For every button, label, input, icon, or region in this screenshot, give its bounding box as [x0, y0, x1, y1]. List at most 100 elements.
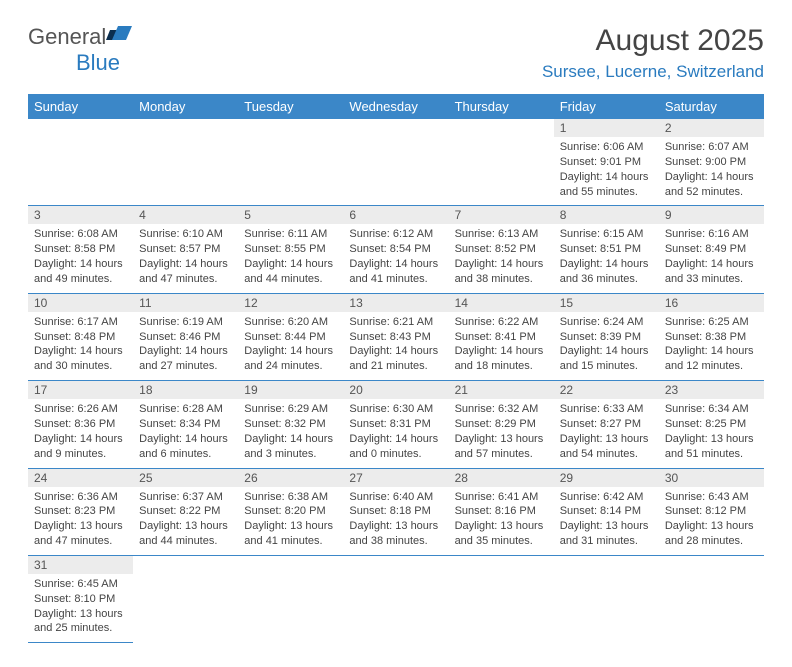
- calendar-week-row: 10Sunrise: 6:17 AMSunset: 8:48 PMDayligh…: [28, 293, 764, 380]
- daylight-text: Daylight: 14 hours and 55 minutes.: [560, 170, 653, 200]
- day-number: 13: [343, 294, 448, 312]
- calendar-empty-cell: [554, 555, 659, 642]
- sunrise-text: Sunrise: 6:06 AM: [560, 140, 653, 155]
- daylight-text: Daylight: 14 hours and 47 minutes.: [139, 257, 232, 287]
- weekday-header: Wednesday: [343, 94, 448, 119]
- sunset-text: Sunset: 8:58 PM: [34, 242, 127, 257]
- day-number: 23: [659, 381, 764, 399]
- calendar-empty-cell: [238, 119, 343, 206]
- day-data: Sunrise: 6:07 AMSunset: 9:00 PMDaylight:…: [659, 137, 764, 205]
- calendar-empty-cell: [238, 555, 343, 642]
- sunrise-text: Sunrise: 6:40 AM: [349, 490, 442, 505]
- daylight-text: Daylight: 14 hours and 21 minutes.: [349, 344, 442, 374]
- daylight-text: Daylight: 13 hours and 54 minutes.: [560, 432, 653, 462]
- sunrise-text: Sunrise: 6:12 AM: [349, 227, 442, 242]
- brand-flag-icon: [106, 24, 132, 50]
- calendar-week-row: 24Sunrise: 6:36 AMSunset: 8:23 PMDayligh…: [28, 468, 764, 555]
- sunset-text: Sunset: 8:27 PM: [560, 417, 653, 432]
- daylight-text: Daylight: 14 hours and 12 minutes.: [665, 344, 758, 374]
- daylight-text: Daylight: 14 hours and 38 minutes.: [455, 257, 548, 287]
- calendar-empty-cell: [28, 119, 133, 206]
- daylight-text: Daylight: 13 hours and 28 minutes.: [665, 519, 758, 549]
- sunset-text: Sunset: 8:46 PM: [139, 330, 232, 345]
- day-number: 22: [554, 381, 659, 399]
- calendar-empty-cell: [133, 555, 238, 642]
- sunrise-text: Sunrise: 6:13 AM: [455, 227, 548, 242]
- calendar-day-cell: 2Sunrise: 6:07 AMSunset: 9:00 PMDaylight…: [659, 119, 764, 206]
- sunrise-text: Sunrise: 6:20 AM: [244, 315, 337, 330]
- calendar-week-row: 17Sunrise: 6:26 AMSunset: 8:36 PMDayligh…: [28, 381, 764, 468]
- sunset-text: Sunset: 8:52 PM: [455, 242, 548, 257]
- calendar-day-cell: 13Sunrise: 6:21 AMSunset: 8:43 PMDayligh…: [343, 293, 448, 380]
- day-data: Sunrise: 6:45 AMSunset: 8:10 PMDaylight:…: [28, 574, 133, 642]
- day-data: Sunrise: 6:38 AMSunset: 8:20 PMDaylight:…: [238, 487, 343, 555]
- day-number: 27: [343, 469, 448, 487]
- day-data: Sunrise: 6:16 AMSunset: 8:49 PMDaylight:…: [659, 224, 764, 292]
- sunset-text: Sunset: 8:43 PM: [349, 330, 442, 345]
- calendar-week-row: 1Sunrise: 6:06 AMSunset: 9:01 PMDaylight…: [28, 119, 764, 206]
- day-number: 30: [659, 469, 764, 487]
- sunset-text: Sunset: 8:51 PM: [560, 242, 653, 257]
- sunset-text: Sunset: 8:25 PM: [665, 417, 758, 432]
- sunset-text: Sunset: 8:54 PM: [349, 242, 442, 257]
- sunrise-text: Sunrise: 6:24 AM: [560, 315, 653, 330]
- calendar-empty-cell: [133, 119, 238, 206]
- daylight-text: Daylight: 13 hours and 47 minutes.: [34, 519, 127, 549]
- sunrise-text: Sunrise: 6:17 AM: [34, 315, 127, 330]
- sunset-text: Sunset: 9:01 PM: [560, 155, 653, 170]
- sunrise-text: Sunrise: 6:10 AM: [139, 227, 232, 242]
- day-data: Sunrise: 6:29 AMSunset: 8:32 PMDaylight:…: [238, 399, 343, 467]
- sunrise-text: Sunrise: 6:45 AM: [34, 577, 127, 592]
- sunrise-text: Sunrise: 6:08 AM: [34, 227, 127, 242]
- brand-name: General Blue: [28, 24, 132, 76]
- sunrise-text: Sunrise: 6:42 AM: [560, 490, 653, 505]
- day-number: 16: [659, 294, 764, 312]
- calendar-day-cell: 14Sunrise: 6:22 AMSunset: 8:41 PMDayligh…: [449, 293, 554, 380]
- sunrise-text: Sunrise: 6:22 AM: [455, 315, 548, 330]
- day-number: 25: [133, 469, 238, 487]
- daylight-text: Daylight: 14 hours and 6 minutes.: [139, 432, 232, 462]
- brand-name-part1: General: [28, 24, 106, 49]
- day-number: 11: [133, 294, 238, 312]
- calendar-day-cell: 7Sunrise: 6:13 AMSunset: 8:52 PMDaylight…: [449, 206, 554, 293]
- calendar-body: 1Sunrise: 6:06 AMSunset: 9:01 PMDaylight…: [28, 119, 764, 643]
- calendar-week-row: 3Sunrise: 6:08 AMSunset: 8:58 PMDaylight…: [28, 206, 764, 293]
- day-number: 10: [28, 294, 133, 312]
- sunrise-text: Sunrise: 6:19 AM: [139, 315, 232, 330]
- calendar-day-cell: 8Sunrise: 6:15 AMSunset: 8:51 PMDaylight…: [554, 206, 659, 293]
- header: General Blue August 2025 Sursee, Lucerne…: [28, 24, 764, 84]
- day-number: 6: [343, 206, 448, 224]
- sunset-text: Sunset: 8:14 PM: [560, 504, 653, 519]
- calendar-day-cell: 9Sunrise: 6:16 AMSunset: 8:49 PMDaylight…: [659, 206, 764, 293]
- daylight-text: Daylight: 13 hours and 31 minutes.: [560, 519, 653, 549]
- daylight-text: Daylight: 14 hours and 3 minutes.: [244, 432, 337, 462]
- daylight-text: Daylight: 13 hours and 44 minutes.: [139, 519, 232, 549]
- calendar-day-cell: 16Sunrise: 6:25 AMSunset: 8:38 PMDayligh…: [659, 293, 764, 380]
- day-number: 19: [238, 381, 343, 399]
- daylight-text: Daylight: 14 hours and 30 minutes.: [34, 344, 127, 374]
- sunset-text: Sunset: 8:18 PM: [349, 504, 442, 519]
- sunrise-text: Sunrise: 6:30 AM: [349, 402, 442, 417]
- sunrise-text: Sunrise: 6:28 AM: [139, 402, 232, 417]
- weekday-header: Sunday: [28, 94, 133, 119]
- sunrise-text: Sunrise: 6:43 AM: [665, 490, 758, 505]
- daylight-text: Daylight: 14 hours and 49 minutes.: [34, 257, 127, 287]
- day-number: 20: [343, 381, 448, 399]
- day-number: 1: [554, 119, 659, 137]
- day-data: Sunrise: 6:06 AMSunset: 9:01 PMDaylight:…: [554, 137, 659, 205]
- sunset-text: Sunset: 8:55 PM: [244, 242, 337, 257]
- sunrise-text: Sunrise: 6:32 AM: [455, 402, 548, 417]
- daylight-text: Daylight: 13 hours and 41 minutes.: [244, 519, 337, 549]
- calendar-day-cell: 12Sunrise: 6:20 AMSunset: 8:44 PMDayligh…: [238, 293, 343, 380]
- daylight-text: Daylight: 13 hours and 35 minutes.: [455, 519, 548, 549]
- daylight-text: Daylight: 13 hours and 51 minutes.: [665, 432, 758, 462]
- calendar-day-cell: 3Sunrise: 6:08 AMSunset: 8:58 PMDaylight…: [28, 206, 133, 293]
- day-number: 24: [28, 469, 133, 487]
- day-data: Sunrise: 6:10 AMSunset: 8:57 PMDaylight:…: [133, 224, 238, 292]
- sunrise-text: Sunrise: 6:34 AM: [665, 402, 758, 417]
- day-number: 2: [659, 119, 764, 137]
- calendar-day-cell: 31Sunrise: 6:45 AMSunset: 8:10 PMDayligh…: [28, 555, 133, 642]
- calendar-day-cell: 19Sunrise: 6:29 AMSunset: 8:32 PMDayligh…: [238, 381, 343, 468]
- day-number: 28: [449, 469, 554, 487]
- weekday-header: Saturday: [659, 94, 764, 119]
